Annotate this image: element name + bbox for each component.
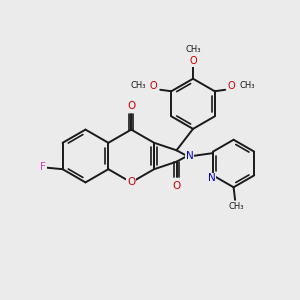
Text: O: O <box>227 81 235 91</box>
Text: O: O <box>149 81 157 91</box>
Text: CH₃: CH₃ <box>130 81 146 90</box>
Text: N: N <box>208 173 215 183</box>
Text: O: O <box>127 100 135 111</box>
Text: N: N <box>186 151 194 161</box>
Text: CH₃: CH₃ <box>239 81 255 90</box>
Text: CH₃: CH₃ <box>185 45 201 54</box>
Text: O: O <box>172 181 181 191</box>
Text: O: O <box>127 177 135 188</box>
Text: O: O <box>189 56 197 66</box>
Text: CH₃: CH₃ <box>228 202 244 211</box>
Text: F: F <box>40 162 46 172</box>
